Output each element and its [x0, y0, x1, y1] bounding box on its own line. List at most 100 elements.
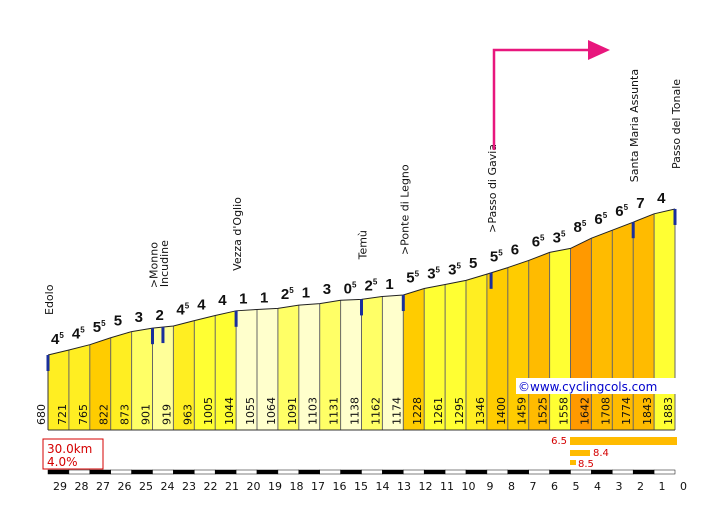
steepest-label: 6.5	[551, 436, 567, 447]
elevation-label: 963	[181, 404, 194, 425]
grade-label: 35	[553, 229, 566, 246]
grade-label: 85	[574, 219, 587, 236]
summary-distance: 30.0km	[47, 442, 92, 456]
km-bar-segment	[47, 469, 70, 475]
km-bar-segment	[131, 469, 153, 475]
grade-label: 1	[385, 276, 393, 293]
km-bar-segment	[653, 469, 676, 475]
grade-label: 1	[260, 289, 268, 306]
km-bar-segment	[465, 469, 488, 475]
km-tick-label: 14	[376, 480, 390, 493]
grade-label: 45	[176, 302, 189, 319]
grade-label: 4	[218, 292, 227, 309]
elevation-labels: 721 765 822 873 901 919 963 1005 1044 1055 1064 109…	[35, 397, 675, 425]
segment-fill	[445, 280, 466, 430]
segment-dividers	[68, 208, 676, 430]
elevation-label: 1774	[620, 397, 633, 425]
grade-label: 25	[365, 277, 378, 294]
km-bar-segment	[612, 469, 634, 475]
steepest-label: 8.4	[593, 448, 609, 459]
km-tick-label: 19	[268, 480, 282, 493]
arrow-line	[492, 48, 590, 150]
elevation-label: 1708	[599, 397, 612, 425]
grade-label: 1	[302, 285, 310, 302]
grade-label: 35	[427, 265, 440, 282]
place-label: Edolo	[43, 284, 56, 315]
grade-label: 35	[448, 261, 461, 278]
grade-label: 55	[93, 319, 106, 336]
km-bar-segment	[235, 469, 258, 475]
grade-label: 6	[511, 241, 519, 258]
steepest-bar	[570, 450, 590, 456]
km-tick-label: 8	[508, 480, 515, 493]
elevation-label: 1162	[369, 397, 382, 425]
km-tick-label: 28	[75, 480, 89, 493]
segment-fill	[236, 309, 257, 430]
direction-arrow	[492, 40, 610, 150]
km-tick-label: 13	[397, 480, 411, 493]
km-bar-segment	[256, 469, 279, 475]
place-markers	[46, 208, 677, 371]
segment-fill	[110, 331, 132, 430]
km-bar-segment	[403, 469, 425, 475]
km-bar-segment	[319, 469, 341, 475]
km-bar-segment	[361, 469, 383, 475]
credit-link[interactable]: ©www.cyclingcols.com	[518, 380, 657, 394]
km-bar-segment	[486, 469, 509, 475]
place-label: Incudine	[158, 240, 171, 287]
elevation-label: 1883	[662, 397, 675, 425]
km-tick-label: 27	[96, 480, 110, 493]
grade-label: 2	[156, 307, 164, 324]
elevation-label: 721	[56, 404, 69, 425]
grade-label: 65	[532, 233, 545, 250]
elevation-label: 873	[119, 404, 132, 425]
elevation-label: 1843	[641, 397, 654, 425]
grade-label: 7	[636, 195, 644, 212]
km-bar-segment	[632, 469, 655, 475]
elevation-label: 1091	[286, 397, 299, 425]
km-tick-label: 24	[161, 480, 175, 493]
km-bar-segment	[423, 469, 446, 475]
km-tick-label: 18	[290, 480, 304, 493]
km-tick-label: 7	[530, 480, 537, 493]
segment-fill	[486, 267, 508, 430]
km-bar-segment	[89, 469, 111, 475]
grade-labels: 45 45 55 5 3 2 45 4 4 1 1 25 1 3 05 25 1 55 35 35 5 55 6 65 35 85…	[51, 190, 666, 348]
km-tick-label: 23	[182, 480, 196, 493]
km-tick-label: 16	[333, 480, 347, 493]
segment-fill	[340, 299, 362, 430]
km-tick-label: 12	[419, 480, 433, 493]
segment-fill	[173, 320, 195, 430]
km-bar-segment	[173, 469, 195, 475]
segment-fill	[152, 325, 174, 430]
grade-label: 4	[657, 190, 666, 207]
segment-fill	[654, 208, 675, 430]
elevation-label: 1138	[349, 397, 362, 425]
grade-label: 55	[406, 269, 419, 286]
grade-label: 05	[344, 280, 357, 297]
segment-fill	[633, 213, 655, 430]
elevation-label: 1044	[223, 397, 236, 425]
km-bar-segment	[591, 469, 613, 475]
elevation-label: 1295	[453, 397, 466, 425]
km-tick-label: 25	[139, 480, 153, 493]
km-tick-label: 0	[680, 480, 687, 493]
segment-fill	[361, 296, 383, 430]
place-label: Temù	[357, 230, 370, 260]
elevation-label: 1400	[495, 397, 508, 425]
km-bar-segment	[277, 469, 300, 475]
grade-label: 1	[239, 290, 247, 307]
km-bar-segment	[110, 469, 132, 475]
place-label: Santa Maria Assunta	[628, 69, 641, 182]
km-tick-label: 10	[462, 480, 476, 493]
km-tick-label: 11	[440, 480, 454, 493]
segment-fill	[277, 305, 299, 430]
km-bar-segment	[194, 469, 216, 475]
km-tick-label: 3	[616, 480, 623, 493]
credit-background	[516, 378, 678, 394]
km-tick-label: 15	[354, 480, 368, 493]
segment-fill	[89, 337, 111, 430]
place-label: Vezza d'Oglio	[231, 197, 244, 271]
km-bar-segment	[549, 469, 571, 475]
